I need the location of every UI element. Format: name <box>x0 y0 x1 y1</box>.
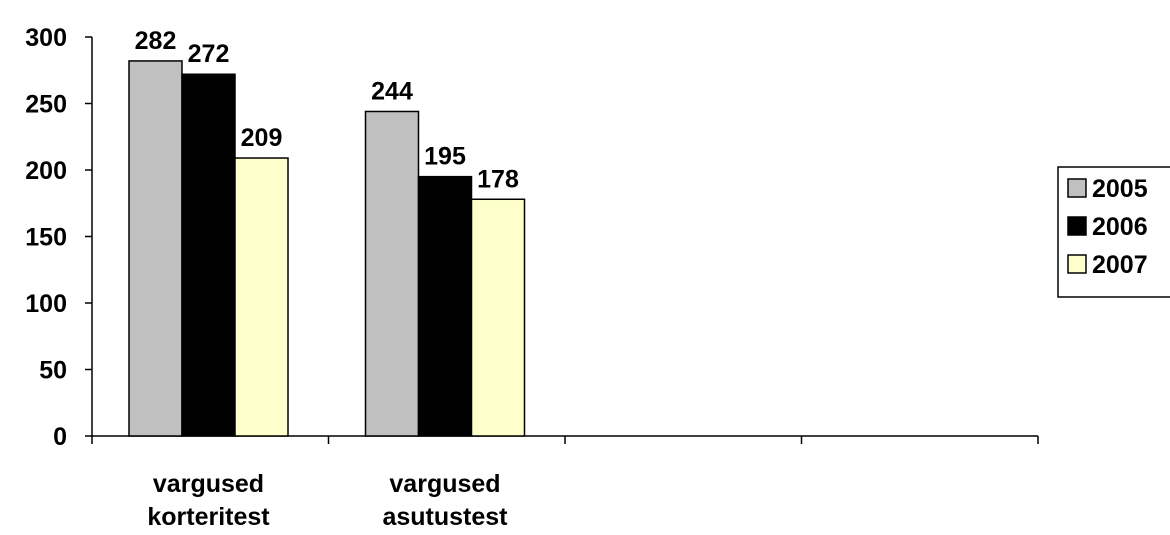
y-tick-label: 150 <box>25 224 67 252</box>
legend-swatch <box>1067 178 1087 198</box>
legend-swatch <box>1067 254 1087 274</box>
data-label: 195 <box>424 143 466 171</box>
bar-2007-0 <box>234 157 289 437</box>
bar-2006-0 <box>181 73 236 437</box>
bar-series-group <box>128 60 526 437</box>
data-label-group: 282 244 272 195 209 178 <box>135 27 519 193</box>
y-tick-label: 50 <box>39 357 67 385</box>
legend-label: 2007 <box>1092 251 1148 279</box>
bar-2005-1 <box>364 110 420 437</box>
legend: 2005 2006 2007 <box>1057 166 1170 298</box>
x-category-label: vargused asutustest <box>382 470 508 531</box>
bar-2005-0 <box>128 60 183 437</box>
bar-2007-1 <box>470 198 526 437</box>
data-label: 282 <box>135 27 177 55</box>
data-label: 244 <box>371 77 413 105</box>
y-tick-label: 300 <box>25 24 67 52</box>
y-tick-label: 250 <box>25 91 67 119</box>
y-tick-label: 200 <box>25 157 67 185</box>
y-axis: 0 50 100 150 200 250 300 <box>25 24 93 451</box>
legend-label: 2005 <box>1092 175 1148 203</box>
x-category-label: vargused korteritest <box>147 470 270 531</box>
data-label: 209 <box>241 124 283 152</box>
x-axis: vargused korteritest vargused asutustest <box>91 435 1039 531</box>
legend-swatch <box>1067 216 1087 236</box>
bar-2006-1 <box>417 175 473 437</box>
y-tick-label: 0 <box>53 423 67 451</box>
y-tick-label: 100 <box>25 290 67 318</box>
legend-label: 2006 <box>1092 213 1148 241</box>
data-label: 178 <box>477 165 519 193</box>
data-label: 272 <box>188 40 230 68</box>
